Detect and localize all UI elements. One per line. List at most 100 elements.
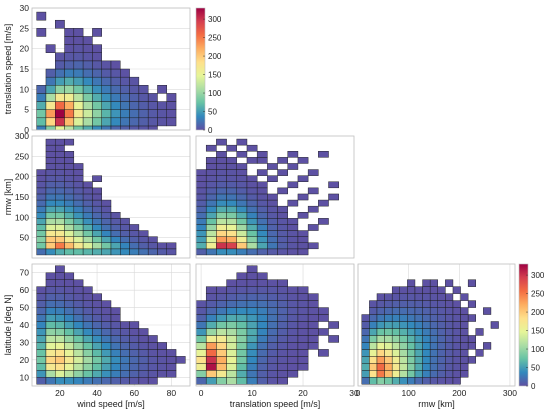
heatmap-cell: [196, 377, 207, 385]
heatmap-cell: [205, 218, 217, 225]
heatmap-cell: [361, 314, 370, 322]
heatmap-cell: [297, 335, 309, 343]
heatmap-cell: [414, 377, 423, 385]
heatmap-cell: [196, 212, 207, 219]
heatmap-cell: [92, 242, 102, 250]
heatmap-cell: [226, 199, 237, 207]
heatmap-cell: [92, 314, 102, 322]
x-tick-label: 100: [402, 388, 416, 398]
plot-frame: [195, 263, 355, 387]
heatmap-cell: [110, 349, 121, 357]
heatmap-cell: [277, 300, 288, 308]
heatmap-cell: [256, 321, 268, 329]
heatmap-cell: [407, 286, 416, 294]
heatmap-cell: [267, 342, 278, 350]
heatmap-cell: [414, 328, 423, 336]
heatmap-cell: [101, 218, 112, 225]
heatmap-cell: [236, 279, 248, 287]
heatmap-cell: [384, 342, 393, 350]
heatmap-cell: [138, 328, 149, 336]
heatmap-cell: [256, 212, 268, 219]
heatmap-cell: [64, 44, 75, 53]
heatmap-cell: [45, 363, 56, 371]
heatmap-cell: [256, 169, 268, 176]
heatmap-cell: [129, 85, 140, 94]
heatmap-cell: [391, 328, 401, 336]
heatmap-cell: [55, 193, 65, 201]
heatmap-cell: [82, 356, 93, 364]
heatmap-cell: [92, 85, 102, 94]
heatmap-cell: [45, 144, 56, 152]
heatmap-cell: [92, 328, 102, 336]
heatmap-cell: [297, 242, 309, 250]
heatmap-cell: [64, 117, 75, 127]
heatmap-cell: [101, 370, 112, 378]
heatmap-cell: [82, 187, 93, 195]
heatmap-cell: [216, 349, 227, 357]
heatmap-cell: [45, 286, 56, 294]
heatmap-cell: [437, 321, 446, 329]
heatmap-cell: [399, 293, 408, 301]
heatmap-cell: [407, 293, 416, 301]
heatmap-cell: [422, 286, 431, 294]
heatmap-cell: [384, 349, 393, 357]
heatmap-cell: [205, 356, 217, 364]
heatmap-cell: [216, 193, 227, 201]
heatmap-cell: [73, 377, 84, 385]
heatmap-cell: [407, 300, 416, 308]
heatmap-cell: [55, 76, 65, 86]
heatmap-cell: [256, 300, 268, 308]
heatmap-cell: [36, 363, 47, 371]
heatmap-cell: [307, 187, 319, 195]
heatmap-cell: [157, 342, 167, 350]
heatmap-cell: [196, 187, 207, 195]
heatmap-cell: [318, 328, 329, 336]
heatmap-cell: [55, 356, 65, 364]
panel-rmw-lat: 0 100 200 300 rmw [km] 0 50 100 150 200 250 300: [356, 263, 545, 409]
heatmap-cell: [246, 230, 258, 237]
y-tick-label: 200: [15, 172, 29, 182]
heatmap-cell: [101, 307, 112, 315]
heatmap-cell: [73, 193, 84, 201]
heatmap-cell: [55, 224, 65, 231]
heatmap-cell: [422, 300, 431, 308]
heatmap-cells: [36, 11, 177, 130]
heatmap-cell: [73, 300, 84, 308]
heatmap-cell: [297, 230, 309, 237]
heatmap-cell: [297, 157, 309, 164]
heatmap-cell: [422, 279, 431, 287]
heatmap-cell: [256, 193, 268, 201]
heatmap-cell: [287, 163, 299, 170]
heatmap-cell: [92, 199, 102, 207]
heatmap-cell: [369, 300, 378, 308]
heatmap-cell: [287, 307, 299, 315]
heatmap-cell: [55, 199, 65, 207]
heatmap-cell: [376, 328, 385, 336]
heatmap-cell: [129, 101, 140, 110]
heatmap-cell: [147, 117, 158, 127]
heatmap-cell: [101, 230, 112, 237]
x-tick-label: 10: [247, 388, 257, 398]
heatmap-cell: [36, 307, 47, 315]
heatmap-cell: [236, 151, 248, 158]
heatmap-cell: [429, 370, 438, 378]
heatmap-cell: [196, 236, 207, 243]
heatmap-cell: [246, 342, 258, 350]
heatmap-cell: [45, 377, 56, 385]
heatmap-cell: [120, 377, 130, 385]
heatmap-cell: [490, 321, 499, 329]
heatmap-cell: [55, 52, 65, 62]
heatmap-cell: [277, 328, 288, 336]
heatmap-cell: [422, 370, 431, 378]
heatmap-cell: [64, 230, 75, 237]
heatmap-cell: [361, 349, 370, 357]
colorbar-tick-label: 300: [208, 15, 222, 24]
heatmap-cell: [307, 328, 319, 336]
panel-ws-lat: 20 40 60 80 10 20 30 40 50 60 70 wind speed [m/s] la…: [3, 263, 191, 409]
heatmap-cell: [55, 212, 65, 219]
heatmap-cell: [236, 224, 248, 231]
heatmap-cell: [216, 321, 227, 329]
heatmap-cell: [216, 370, 227, 378]
heatmap-cell: [138, 230, 149, 237]
heatmap-cell: [277, 321, 288, 329]
